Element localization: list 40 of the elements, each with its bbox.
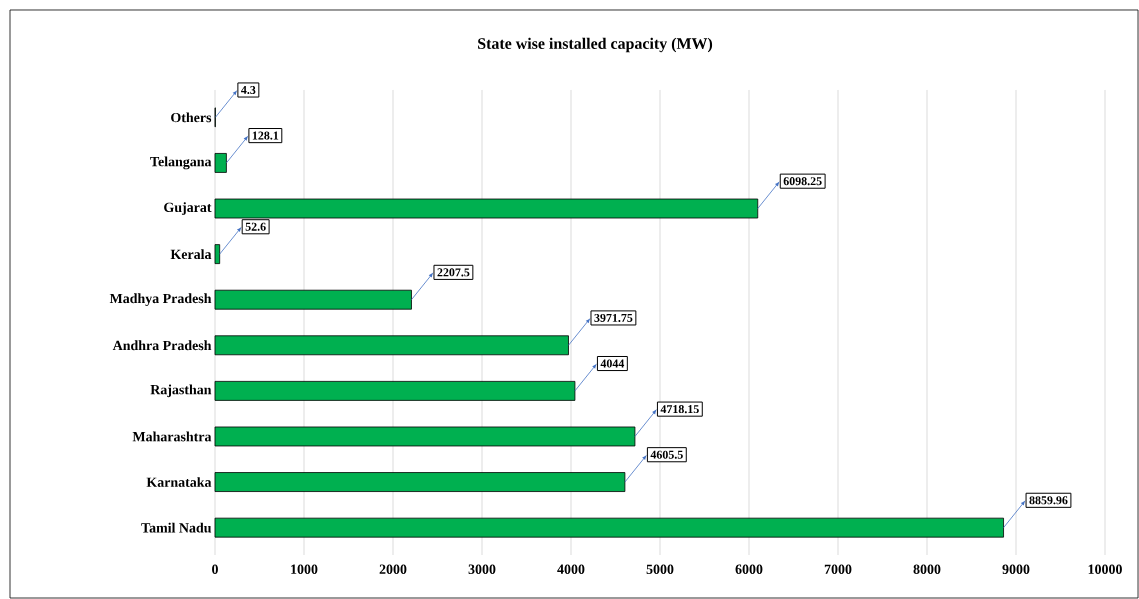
y-tick-label: Madhya Pradesh (109, 293, 212, 307)
data-label: 8859.96 (1029, 496, 1068, 505)
bar (214, 426, 636, 447)
x-tick-label: 4000 (557, 564, 585, 574)
y-tick-label: Kerala (170, 249, 212, 260)
data-label: 6098.25 (783, 177, 822, 186)
x-tick-label: 8000 (913, 564, 941, 574)
x-tick-label: 2000 (379, 564, 407, 574)
bar (214, 472, 626, 492)
y-tick-label: Others (171, 112, 212, 123)
y-tick-label: Tamil Nadu (141, 522, 212, 533)
y-tick-label: Karnataka (146, 477, 212, 487)
bar (214, 289, 412, 310)
x-tick-label: 9000 (1002, 564, 1030, 574)
x-tick-label: 10000 (1088, 564, 1122, 574)
bar (214, 517, 1004, 538)
x-tick-label: 5000 (646, 564, 674, 574)
x-tick-label: 0 (212, 564, 218, 574)
data-label: 128.1 (252, 131, 279, 140)
bar (214, 244, 221, 265)
data-label: 2207.5 (437, 268, 470, 277)
x-tick-label: 7000 (824, 564, 852, 574)
y-tick-label: Gujarat (164, 202, 212, 215)
bar (214, 153, 227, 173)
data-label: 4044 (600, 359, 625, 368)
chart-title: State wise installed capacity (MW) (478, 37, 713, 53)
data-label: 3971.75 (594, 313, 633, 322)
bar (214, 335, 569, 356)
data-label: 4.3 (241, 85, 256, 95)
x-tick-label: 6000 (735, 564, 763, 574)
data-label: 4605.5 (650, 450, 683, 459)
data-label: 4718.15 (660, 405, 699, 414)
y-tick-label: Maharashtra (132, 431, 212, 442)
data-label: 52.6 (245, 222, 266, 231)
x-tick-label: 1000 (291, 564, 318, 574)
y-tick-label: Telangana (150, 156, 212, 170)
bar (214, 380, 576, 401)
x-tick-label: 3000 (468, 564, 496, 574)
y-tick-label: Andhra Pradesh (112, 340, 212, 351)
y-tick-label: Rajasthan (150, 384, 212, 398)
